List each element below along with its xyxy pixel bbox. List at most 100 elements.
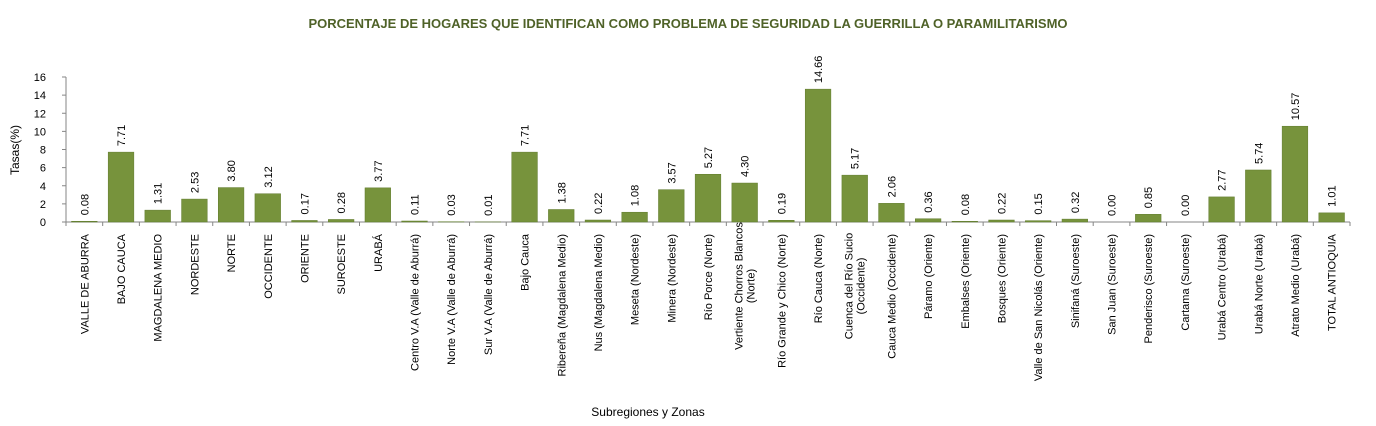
y-tick-label: 2 <box>40 199 46 211</box>
bar <box>217 187 245 223</box>
bar-value-label: 0.36 <box>923 191 935 212</box>
bar-value-label: 7.71 <box>116 125 128 146</box>
y-tick-label: 8 <box>40 145 46 157</box>
bar <box>988 219 1015 223</box>
category-label: Minera (Nordeste) <box>666 234 678 323</box>
bar-value-label: 0.22 <box>996 193 1008 214</box>
y-tick-label: 14 <box>34 90 46 102</box>
bar-value-label: 0.00 <box>1180 195 1192 216</box>
bar <box>841 174 868 223</box>
category-label: Nus (Magdalena Medio) <box>593 234 605 351</box>
y-tick-label: 6 <box>40 163 46 175</box>
bar <box>951 221 978 223</box>
bar <box>144 209 171 223</box>
category-label: Meseta (Nordeste) <box>630 234 642 325</box>
category-label: Cauca Medio (Occidente) <box>886 234 898 359</box>
category-label: VALLE DE ABURRA <box>79 233 91 334</box>
category-label: Valle de San Nicolás (Oriente) <box>1033 234 1045 381</box>
bar <box>254 193 281 223</box>
y-tick-label: 0 <box>40 217 46 229</box>
bar <box>1281 125 1309 223</box>
bar-value-label: 3.12 <box>263 166 275 187</box>
y-tick-label: 12 <box>34 108 46 120</box>
bar-value-label: 0.08 <box>960 194 972 215</box>
bar-value-label: 0.00 <box>1107 195 1119 216</box>
category-label: Cuenca del Río Sucio(Occidente) <box>844 233 868 339</box>
category-label: Ribereña (Magdalena Medio) <box>556 234 568 376</box>
bar-value-label: 2.77 <box>1217 169 1229 190</box>
category-label: Norte V.A (Valle de Aburrá) <box>446 234 458 365</box>
bar <box>328 219 355 223</box>
bar-value-label: 0.32 <box>1070 192 1082 213</box>
category-label: NORDESTE <box>189 234 201 295</box>
y-tick-label: 16 <box>34 72 46 84</box>
bar-value-label: 1.08 <box>630 185 642 206</box>
bar-value-label: 5.17 <box>850 148 862 169</box>
bar-value-label: 1.01 <box>1327 185 1339 206</box>
bar-value-label: 0.22 <box>593 193 605 214</box>
bar <box>291 220 318 223</box>
bar <box>401 220 428 223</box>
category-label: Urabá Norte (Urabá) <box>1253 234 1265 334</box>
bar-value-label: 1.38 <box>556 182 568 203</box>
bar-value-label: 0.03 <box>446 194 458 215</box>
bar <box>1135 214 1162 223</box>
category-label: Vertiente Chorros Blancos(Norte) <box>734 222 758 350</box>
category-label: Río Grande y Chico (Norte) <box>776 234 788 368</box>
category-label: Cartama (Suroeste) <box>1180 234 1192 331</box>
bar <box>658 189 685 223</box>
bar <box>1025 220 1052 223</box>
x-axis <box>65 221 1351 226</box>
bar-value-label: 5.27 <box>703 147 715 168</box>
bar-value-label: 1.31 <box>153 183 165 204</box>
bar <box>1208 196 1235 223</box>
y-tick-label: 4 <box>40 181 46 193</box>
category-label: Embalses (Oriente) <box>960 234 972 329</box>
category-label: San Juan (Suroeste) <box>1107 234 1119 335</box>
category-label: OCCIDENTE <box>263 234 275 299</box>
bar-value-label: 0.15 <box>1033 193 1045 214</box>
bar-value-label: 14.66 <box>813 56 825 84</box>
bar-value-label: 0.19 <box>776 193 788 214</box>
bar-value-label: 10.57 <box>1290 93 1302 121</box>
bar <box>71 221 98 223</box>
chart-title: PORCENTAJE DE HOGARES QUE IDENTIFICAN CO… <box>308 16 1068 31</box>
category-label: Urabá Centro (Urabá) <box>1217 234 1229 340</box>
category-label: ORIENTE <box>299 234 311 283</box>
bar-value-label: 0.85 <box>1143 187 1155 208</box>
bar <box>107 151 135 223</box>
bar <box>731 182 758 223</box>
x-axis-title: Subregiones y Zonas <box>591 405 704 419</box>
y-axis-title: Tasas(%) <box>8 125 22 175</box>
y-axis: 0 2 4 6 8 10 12 14 16 <box>34 72 67 229</box>
category-label: URABÁ <box>372 233 385 272</box>
bar <box>181 198 208 223</box>
bar-value-label: 0.01 <box>483 194 495 215</box>
value-labels: 0.08 7.71 1.31 2.53 3.80 3.12 0.17 0.28 3.77 0.11… <box>79 56 1338 216</box>
category-label: Sinifaná (Suroeste) <box>1070 234 1082 328</box>
category-label: SUROESTE <box>336 234 348 295</box>
bar <box>804 88 832 223</box>
bar-series <box>71 88 1345 223</box>
bar-value-label: 3.77 <box>373 160 385 181</box>
bar-value-label: 0.28 <box>336 192 348 213</box>
category-label: Río Cauca (Norte) <box>813 234 825 323</box>
category-label: Centro V.A (Valle de Aburrá) <box>410 234 422 371</box>
y-tick-label: 10 <box>34 126 46 138</box>
bar-value-label: 3.80 <box>226 160 238 181</box>
category-label: Penderisco (Suroeste) <box>1143 234 1155 343</box>
category-label: MAGDALENA MEDIO <box>153 234 165 342</box>
bar-value-label: 2.06 <box>886 176 898 197</box>
category-label: Atrato Medio (Urabá) <box>1290 234 1302 337</box>
bar <box>768 220 795 223</box>
bar-value-label: 5.74 <box>1253 143 1265 164</box>
bar-value-label: 0.17 <box>299 193 311 214</box>
bar-value-label: 7.71 <box>520 125 532 146</box>
category-labels: VALLE DE ABURRA BAJO CAUCA MAGDALENA MEDIO… <box>79 222 1338 382</box>
bar-value-label: 0.08 <box>79 194 91 215</box>
bar <box>511 151 538 223</box>
category-label: TOTAL ANTIOQUIA <box>1327 233 1339 331</box>
category-label: Páramo (Oriente) <box>923 234 935 319</box>
bar <box>1245 169 1272 223</box>
